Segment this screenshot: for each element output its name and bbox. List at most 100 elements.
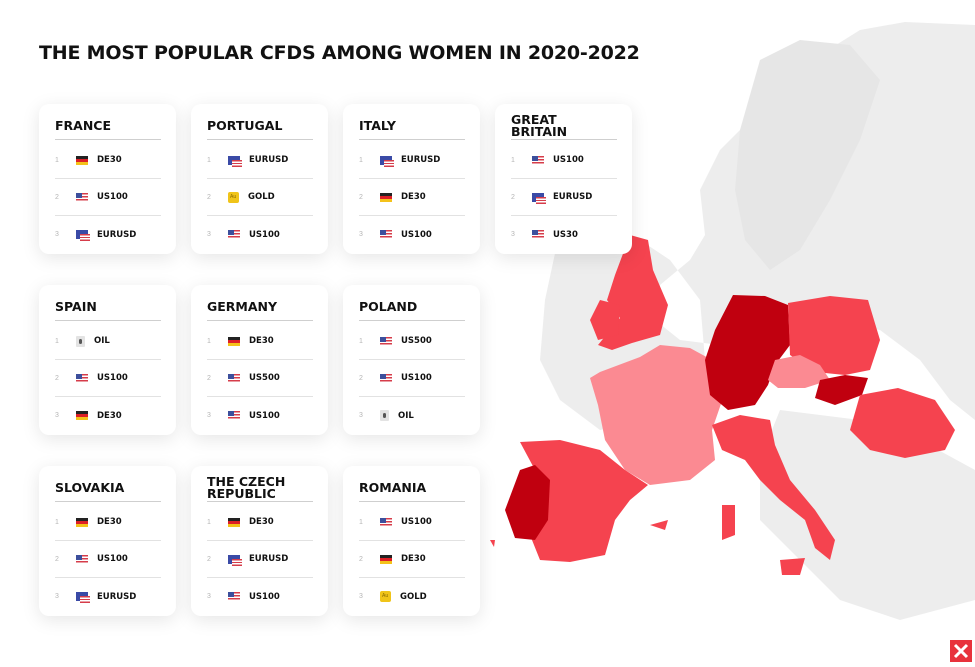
us-flag-icon [532, 230, 544, 239]
country-card: ROMANIA 1 US100 2 DE30 3 GOLD [343, 466, 480, 616]
rank-number: 3 [55, 412, 59, 419]
country-name: THE CZECH REPUBLIC [207, 475, 313, 502]
rank-number: 3 [207, 231, 211, 238]
instrument-name: US500 [249, 373, 280, 383]
instrument-name: EURUSD [249, 155, 289, 165]
country-name: PORTUGAL [207, 114, 313, 140]
instrument-row: 3 DE30 [55, 397, 161, 434]
instrument-list: 1 OIL 2 US100 3 DE30 [55, 323, 161, 434]
us-flag-icon [228, 592, 240, 601]
instrument-name: EURUSD [249, 554, 289, 564]
instrument-list: 1 DE30 2 US100 3 EURUSD [55, 504, 161, 615]
instrument-list: 1 EURUSD 2 DE30 3 US100 [359, 142, 465, 253]
instrument-list: 1 US100 2 EURUSD 3 US30 [511, 142, 617, 253]
country-card: POLAND 1 US500 2 US100 3 OIL [343, 285, 480, 435]
instrument-name: US100 [249, 229, 280, 240]
map-region-romania [850, 388, 955, 458]
country-card: THE CZECH REPUBLIC 1 DE30 2 EURUSD 3 US100 [191, 466, 328, 616]
map-region-ireland [590, 300, 620, 340]
rank-number: 2 [207, 555, 211, 563]
instrument-name: EURUSD [401, 155, 441, 165]
instrument-name: DE30 [97, 410, 122, 421]
country-name: FRANCE [55, 114, 161, 140]
rank-number: 3 [207, 593, 211, 600]
rank-number: 1 [511, 156, 515, 164]
rank-number: 3 [55, 231, 59, 238]
rank-number: 2 [511, 193, 515, 201]
map-region-portugal [505, 465, 550, 540]
instrument-name: US100 [401, 517, 432, 527]
country-name: SLOVAKIA [55, 476, 161, 502]
rank-number: 1 [359, 337, 363, 345]
rank-number: 1 [55, 518, 59, 526]
rank-number: 3 [55, 593, 59, 600]
instrument-row: 2 US100 [55, 541, 161, 578]
instrument-name: GOLD [248, 192, 275, 202]
rank-number: 1 [207, 337, 211, 345]
rank-number: 2 [55, 193, 59, 201]
rank-number: 1 [55, 337, 59, 345]
instrument-name: DE30 [97, 155, 122, 165]
instrument-row: 1 US100 [359, 504, 465, 541]
de-flag-icon [380, 192, 392, 202]
eu-us-flag-icon [228, 554, 242, 566]
map-region-great-britain [598, 235, 668, 350]
rank-number: 1 [55, 156, 59, 164]
instrument-row: 3 US100 [359, 216, 465, 253]
us-flag-icon [380, 230, 392, 239]
eu-us-flag-icon [76, 230, 90, 241]
instrument-row: 1 DE30 [55, 142, 161, 179]
rank-number: 3 [359, 231, 363, 238]
rank-number: 2 [359, 193, 363, 201]
map-region-france [590, 345, 723, 485]
instrument-row: 1 DE30 [55, 504, 161, 541]
instrument-name: OIL [94, 336, 110, 346]
instrument-row: 3 US30 [511, 216, 617, 253]
instrument-name: DE30 [249, 517, 274, 527]
rank-number: 3 [511, 231, 515, 238]
us-flag-icon [228, 373, 240, 383]
instrument-row: 2 DE30 [359, 179, 465, 216]
country-card: ITALY 1 EURUSD 2 DE30 3 US100 [343, 104, 480, 254]
map-region-czech-republic [768, 355, 830, 388]
map-region-italy [712, 415, 835, 560]
country-name: SPAIN [55, 295, 161, 321]
rank-number: 2 [359, 374, 363, 382]
country-name: GERMANY [207, 295, 313, 321]
us-flag-icon [228, 411, 240, 420]
instrument-row: 3 GOLD [359, 578, 465, 615]
country-card: SLOVAKIA 1 DE30 2 US100 3 EURUSD [39, 466, 176, 616]
instrument-name: US100 [553, 155, 584, 165]
instrument-row: 3 EURUSD [55, 578, 161, 615]
map-scandinavia [735, 40, 880, 270]
map-island [650, 520, 668, 530]
country-card: FRANCE 1 DE30 2 US100 3 EURUSD [39, 104, 176, 254]
country-card: GREAT BRITAIN 1 US100 2 EURUSD 3 US30 [495, 104, 632, 254]
map-island [490, 540, 495, 547]
instrument-row: 2 US100 [55, 179, 161, 216]
us-flag-icon [76, 554, 88, 564]
rank-number: 1 [207, 518, 211, 526]
rank-number: 3 [359, 412, 363, 419]
instrument-row: 2 EURUSD [511, 179, 617, 216]
rank-number: 3 [359, 593, 363, 600]
instrument-row: 3 US100 [207, 216, 313, 253]
instrument-list: 1 US100 2 DE30 3 GOLD [359, 504, 465, 615]
instrument-name: DE30 [401, 192, 426, 202]
instrument-row: 3 OIL [359, 397, 465, 434]
rank-number: 2 [55, 374, 59, 382]
page-title: THE MOST POPULAR CFDS AMONG WOMEN IN 202… [39, 42, 640, 64]
instrument-row: 2 US100 [359, 360, 465, 397]
eu-us-flag-icon [228, 155, 242, 167]
country-name: GREAT BRITAIN [511, 113, 617, 140]
instrument-name: US100 [97, 192, 128, 202]
de-flag-icon [228, 517, 240, 527]
us-flag-icon [380, 517, 392, 527]
country-card: SPAIN 1 OIL 2 US100 3 DE30 [39, 285, 176, 435]
instrument-row: 1 OIL [55, 323, 161, 360]
instrument-row: 3 US100 [207, 397, 313, 434]
rank-number: 3 [207, 412, 211, 419]
rank-number: 2 [55, 555, 59, 563]
rank-number: 1 [207, 156, 211, 164]
